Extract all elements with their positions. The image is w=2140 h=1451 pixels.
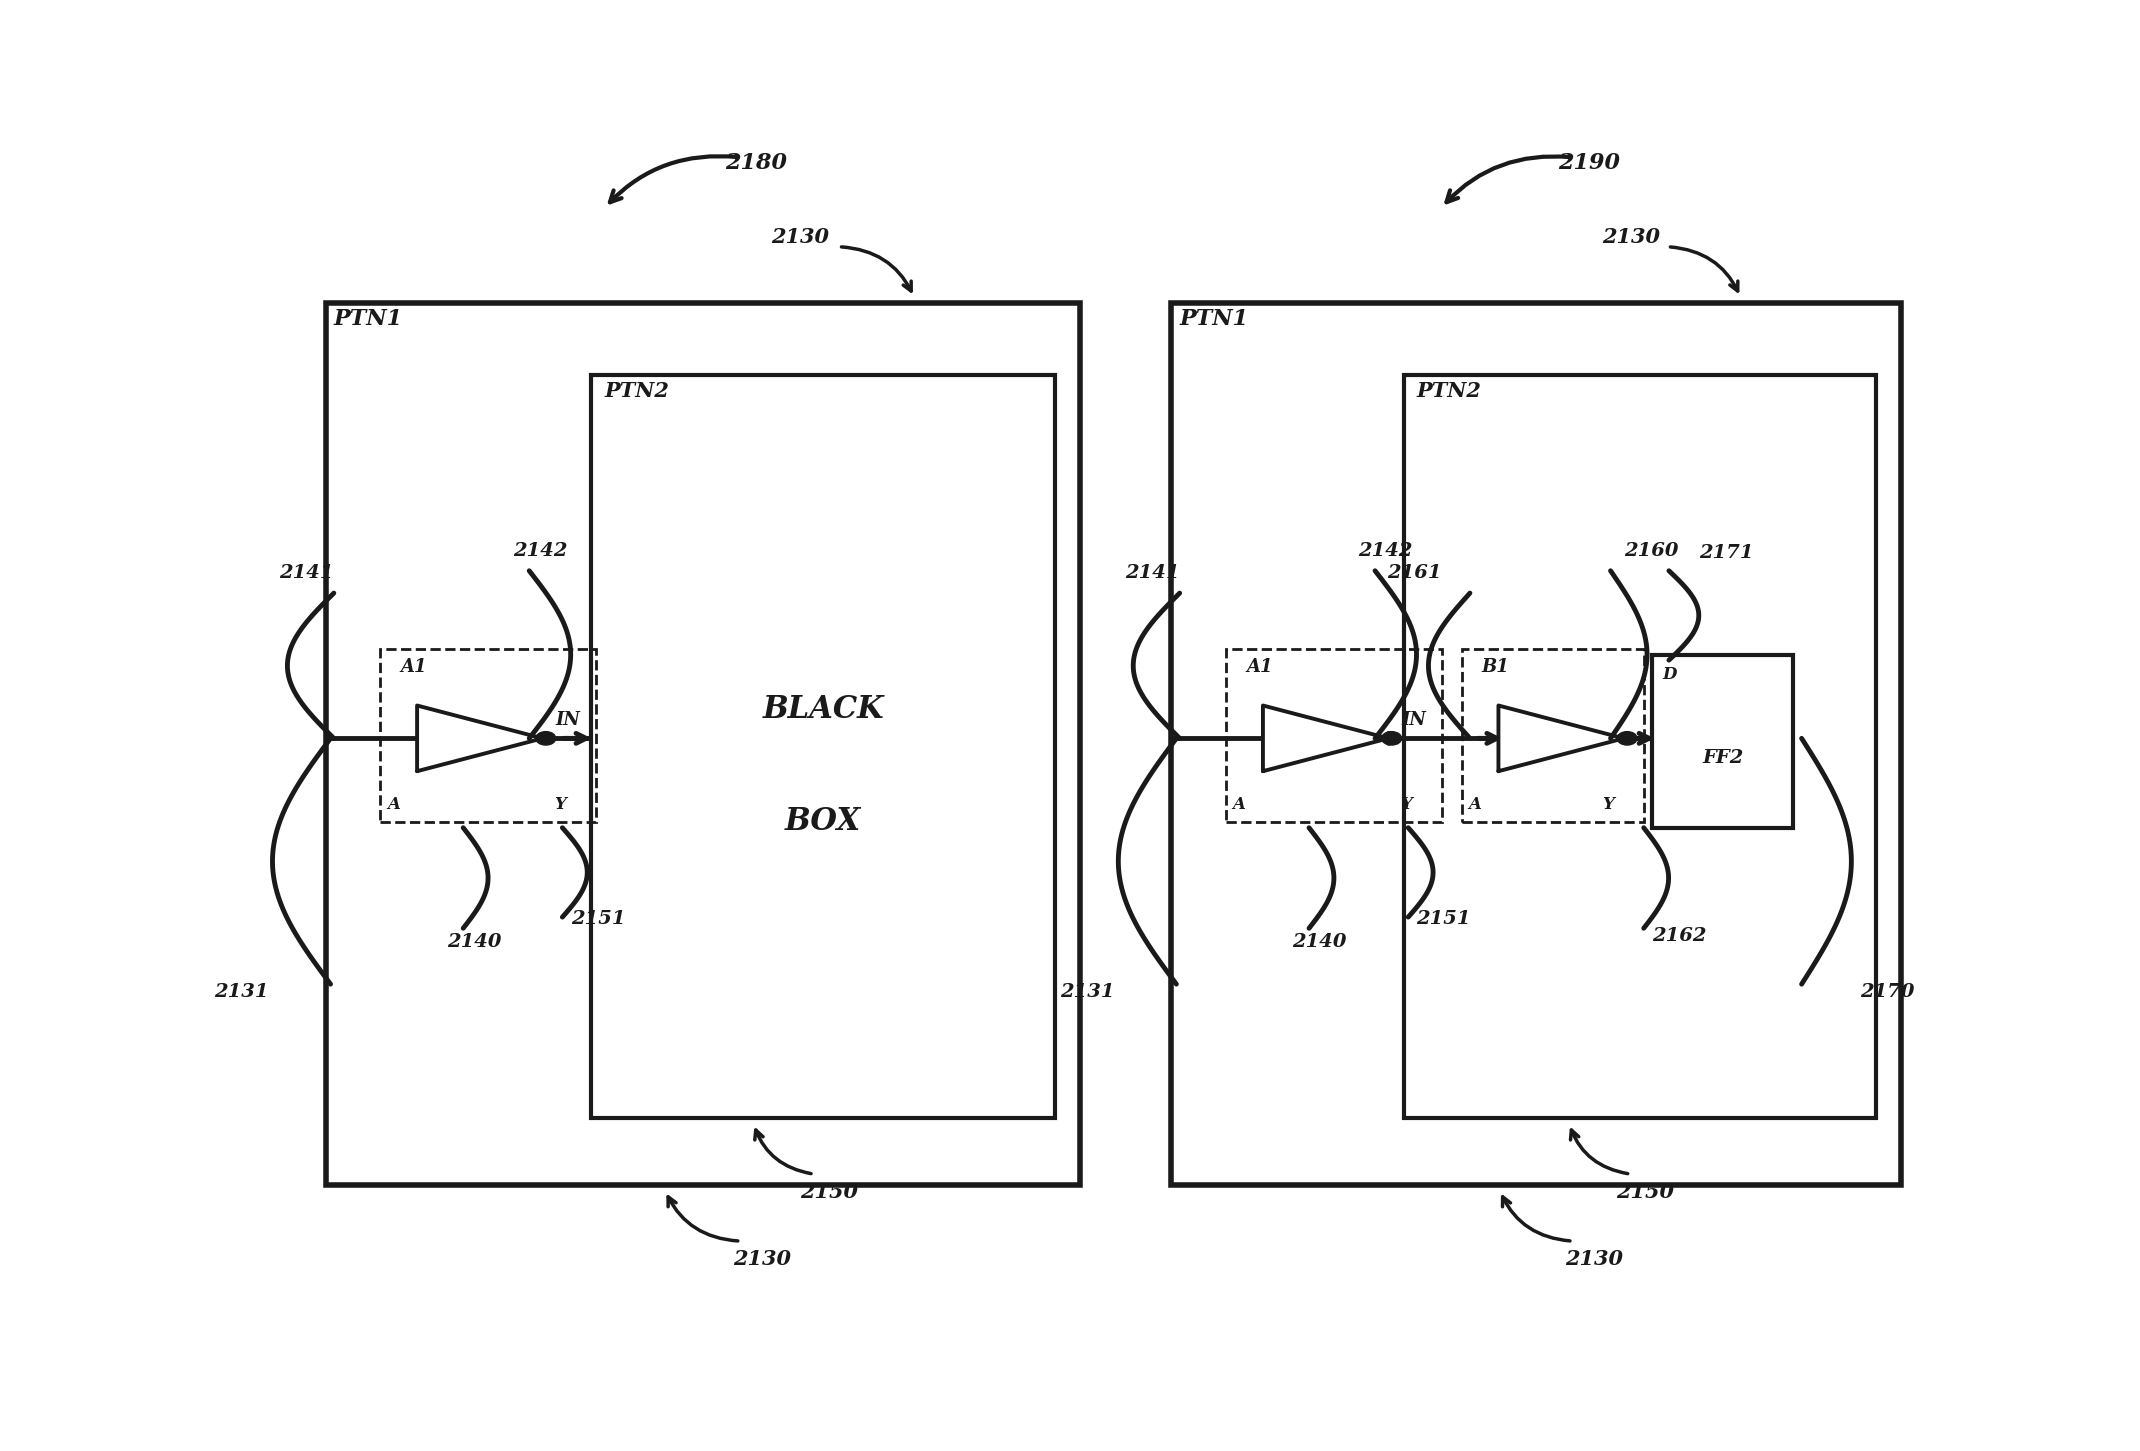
Text: B1: B1 — [1481, 657, 1509, 676]
Text: PTN2: PTN2 — [603, 380, 670, 400]
Text: PTN1: PTN1 — [334, 308, 402, 331]
Text: FF2: FF2 — [1701, 750, 1744, 768]
Text: A: A — [1233, 797, 1245, 813]
Text: 2162: 2162 — [1652, 927, 1706, 945]
Text: 2130: 2130 — [734, 1249, 792, 1270]
Text: IN: IN — [556, 711, 580, 730]
Bar — [1652, 654, 1793, 827]
Text: 2180: 2180 — [725, 152, 788, 174]
Text: Y: Y — [1603, 797, 1614, 813]
Text: A1: A1 — [400, 657, 426, 676]
Bar — [381, 649, 595, 823]
Text: 2160: 2160 — [1624, 541, 1678, 560]
Bar — [1226, 649, 1442, 823]
Text: PTN2: PTN2 — [1417, 380, 1481, 400]
Bar — [325, 303, 1081, 1185]
Text: D: D — [1663, 666, 1676, 683]
Text: 2140: 2140 — [447, 933, 501, 950]
Bar — [1171, 303, 1900, 1185]
Text: 2130: 2130 — [1603, 226, 1661, 247]
Bar — [591, 376, 1055, 1119]
Text: Y: Y — [554, 797, 567, 813]
Circle shape — [535, 731, 556, 744]
Text: 2131: 2131 — [214, 982, 270, 1001]
Text: 2142: 2142 — [514, 541, 567, 560]
Text: 2130: 2130 — [1566, 1249, 1624, 1270]
Text: A1: A1 — [1245, 657, 1273, 676]
Text: BOX: BOX — [785, 805, 860, 837]
Text: 2150: 2150 — [800, 1183, 858, 1201]
Text: IN: IN — [1402, 711, 1427, 730]
Text: Y: Y — [1400, 797, 1412, 813]
Text: 2131: 2131 — [1059, 982, 1115, 1001]
Text: 2141: 2141 — [278, 564, 334, 582]
Text: PTN1: PTN1 — [1179, 308, 1250, 331]
Circle shape — [1618, 731, 1637, 744]
Text: 2140: 2140 — [1293, 933, 1346, 950]
Text: A: A — [1468, 797, 1481, 813]
Text: 2170: 2170 — [1860, 982, 1913, 1001]
Text: 2151: 2151 — [571, 910, 625, 929]
Text: 2171: 2171 — [1699, 544, 1753, 562]
Text: 2161: 2161 — [1387, 564, 1442, 582]
Text: 2190: 2190 — [1558, 152, 1620, 174]
Text: A: A — [387, 797, 400, 813]
Text: 2150: 2150 — [1616, 1183, 1673, 1201]
Text: 2130: 2130 — [770, 226, 828, 247]
Text: 2151: 2151 — [1417, 910, 1470, 929]
Circle shape — [1382, 731, 1402, 744]
Bar — [1404, 376, 1877, 1119]
Text: 2142: 2142 — [1359, 541, 1412, 560]
Text: 2141: 2141 — [1126, 564, 1179, 582]
Bar — [1462, 649, 1644, 823]
Text: BLACK: BLACK — [762, 694, 884, 726]
